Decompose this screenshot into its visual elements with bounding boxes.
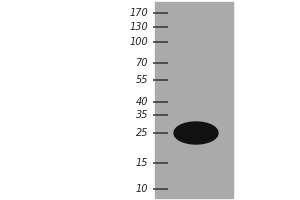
Text: 70: 70 <box>136 58 148 68</box>
Text: 40: 40 <box>136 97 148 107</box>
Text: 100: 100 <box>129 37 148 47</box>
Text: 25: 25 <box>136 128 148 138</box>
Text: 10: 10 <box>136 184 148 194</box>
Ellipse shape <box>174 122 218 144</box>
Text: 35: 35 <box>136 110 148 120</box>
Bar <box>155 2 233 198</box>
Text: 15: 15 <box>136 158 148 168</box>
Text: 55: 55 <box>136 75 148 85</box>
Text: 130: 130 <box>129 22 148 32</box>
Text: 170: 170 <box>129 8 148 18</box>
